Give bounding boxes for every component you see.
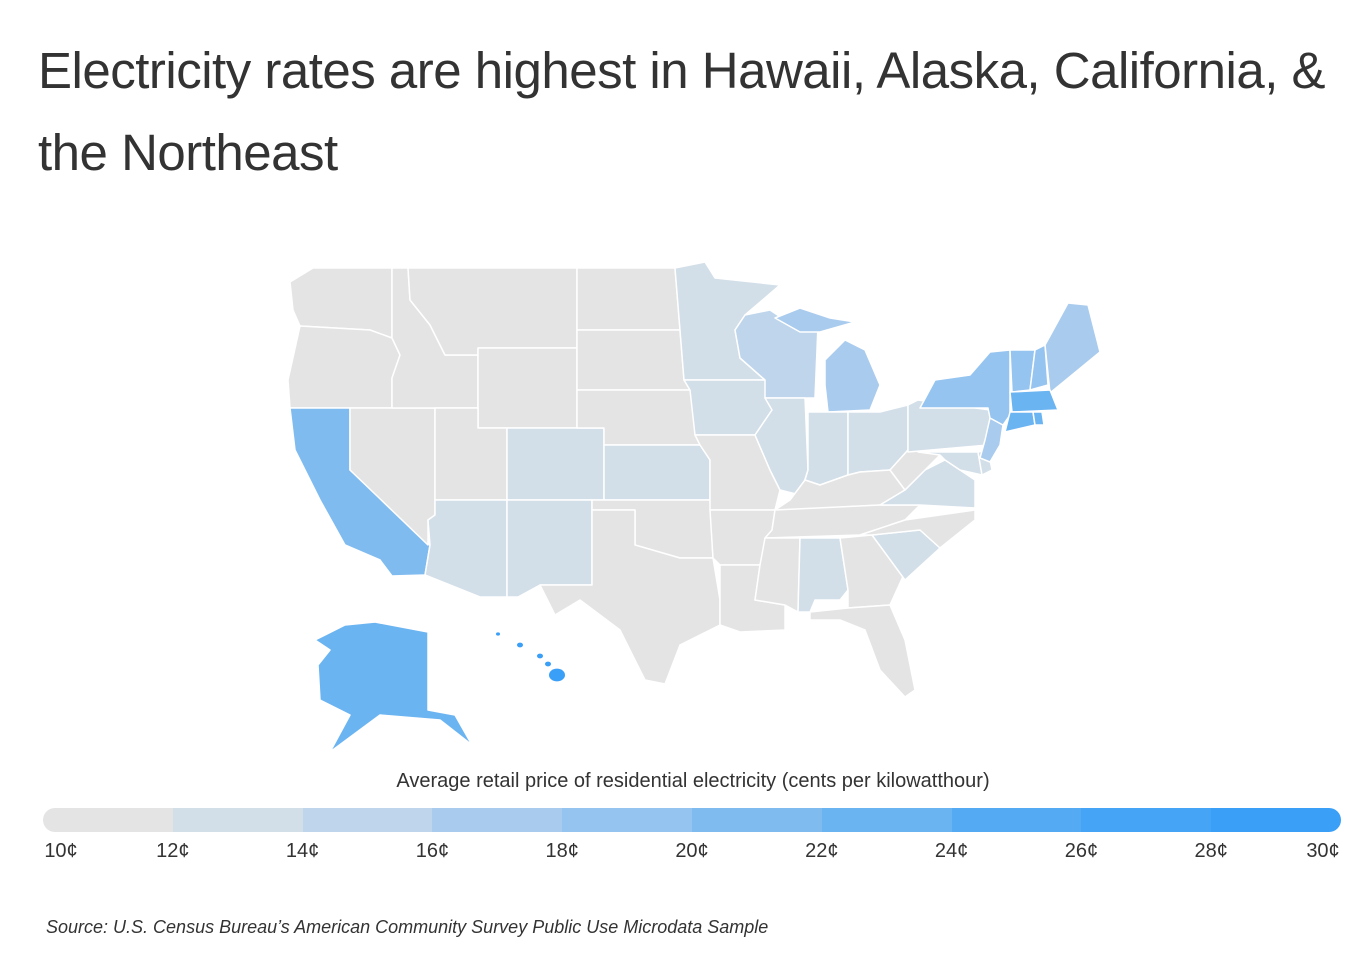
legend-title: Average retail price of residential elec… <box>396 770 990 792</box>
state-nc <box>859 509 976 549</box>
state-ak <box>314 621 473 753</box>
state-nh <box>1029 344 1049 391</box>
state-fl <box>809 604 916 698</box>
legend-tick: 26¢ <box>1064 840 1099 862</box>
legend-bin <box>951 808 1082 832</box>
legend-bin <box>691 808 822 832</box>
legend-tick: 12¢ <box>156 840 190 862</box>
legend-tick: 24¢ <box>934 840 969 862</box>
state-az <box>424 499 508 598</box>
legend-bin <box>172 808 303 832</box>
state-hi <box>537 653 543 659</box>
state-ny <box>919 349 1011 426</box>
state-hi <box>496 632 500 636</box>
state-me <box>1044 302 1101 394</box>
state-ri <box>1032 411 1045 426</box>
state-or <box>287 325 401 409</box>
state-hi <box>517 642 523 648</box>
state-al <box>797 537 849 613</box>
state-ct <box>1004 411 1036 433</box>
state-ks <box>603 444 711 501</box>
legend-bin <box>562 808 692 832</box>
legend-tick: 22¢ <box>805 840 839 862</box>
state-hi <box>545 661 551 667</box>
legend-tick: 14¢ <box>285 840 320 862</box>
legend-tick: 10¢ <box>44 840 78 862</box>
state-ia <box>683 379 773 436</box>
legend-tick: 18¢ <box>545 840 579 862</box>
source-note: Source: U.S. Census Bureau’s American Co… <box>46 917 769 937</box>
legend-bin <box>302 808 433 832</box>
state-mi <box>774 307 856 333</box>
state-co <box>506 427 605 501</box>
state-hi <box>549 668 565 682</box>
legend-bin <box>821 808 952 832</box>
state-il <box>754 397 809 496</box>
legend-tick: 16¢ <box>415 840 450 862</box>
legend-bin <box>432 808 563 832</box>
legend-bin <box>1081 808 1212 832</box>
legend-tick: 28¢ <box>1194 840 1228 862</box>
page-title: Electricity rates are highest in Hawaii,… <box>38 42 1326 181</box>
state-nd <box>576 267 681 331</box>
state-sd <box>576 329 691 391</box>
state-mi <box>824 339 881 413</box>
state-in <box>804 411 849 486</box>
state-ma <box>1009 389 1059 413</box>
legend-bin <box>1211 808 1341 832</box>
legend-bin <box>43 808 173 832</box>
legend-tick: 30¢ <box>1306 840 1340 862</box>
legend-color-scale <box>43 808 1341 832</box>
state-tx <box>539 509 721 685</box>
state-wy <box>477 347 578 429</box>
legend-tick: 20¢ <box>675 840 709 862</box>
state-nm <box>506 499 593 598</box>
